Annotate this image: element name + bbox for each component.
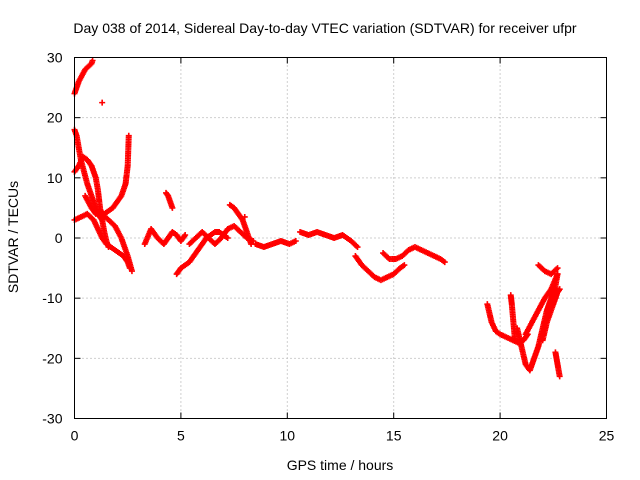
series-s9 <box>163 189 176 211</box>
x-tick-label: 10 <box>280 428 296 444</box>
x-axis-label: GPS time / hours <box>287 457 394 473</box>
data-point-marker <box>99 99 106 106</box>
series-s6 <box>99 210 135 275</box>
data-point-marker <box>401 262 408 269</box>
data-points <box>71 57 563 380</box>
y-tick-label: 0 <box>55 230 63 246</box>
data-point-marker <box>125 132 132 139</box>
x-tick-label: 15 <box>386 428 402 444</box>
series-s15 <box>297 228 361 251</box>
series-s21 <box>522 271 561 338</box>
data-point-marker <box>292 238 299 245</box>
series-s11 <box>186 222 257 248</box>
series-s13 <box>241 213 248 220</box>
y-tick-label: -30 <box>42 411 62 427</box>
data-point-marker <box>241 213 248 220</box>
series-s7 <box>99 99 106 106</box>
x-tick-label: 25 <box>599 428 615 444</box>
data-point-marker <box>182 231 189 238</box>
chart-title: Day 038 of 2014, Sidereal Day-to-day VTE… <box>73 20 577 36</box>
data-point-marker <box>441 259 448 266</box>
y-tick-label: -20 <box>42 350 62 366</box>
y-tick-label: -10 <box>42 290 62 306</box>
series-s22 <box>535 262 561 278</box>
y-tick-label: 20 <box>47 110 63 126</box>
y-tick-label: 30 <box>47 50 63 66</box>
data-point-marker <box>354 244 361 251</box>
data-point-marker <box>89 57 96 64</box>
series-s24 <box>552 349 563 380</box>
series-s17 <box>380 244 448 266</box>
data-point-marker <box>169 204 176 211</box>
grid <box>74 57 607 419</box>
data-point-marker <box>554 271 561 278</box>
data-point-marker <box>128 268 135 275</box>
data-point-marker <box>224 235 231 241</box>
series-s14 <box>252 238 299 251</box>
series-s16 <box>352 253 408 284</box>
x-tick-label: 5 <box>177 428 185 444</box>
data-point-marker <box>554 265 561 272</box>
series-s8 <box>141 225 189 248</box>
data-point-marker <box>556 373 563 380</box>
series-s23 <box>539 286 563 344</box>
series-s12 <box>226 201 255 248</box>
plot-frame <box>74 57 607 419</box>
y-axis-label: SDTVAR / TECUs <box>5 181 21 293</box>
x-tick-label: 0 <box>71 428 79 444</box>
y-tick-label: 10 <box>47 170 63 186</box>
x-tick-label: 20 <box>492 428 508 444</box>
data-point-marker <box>556 286 563 293</box>
